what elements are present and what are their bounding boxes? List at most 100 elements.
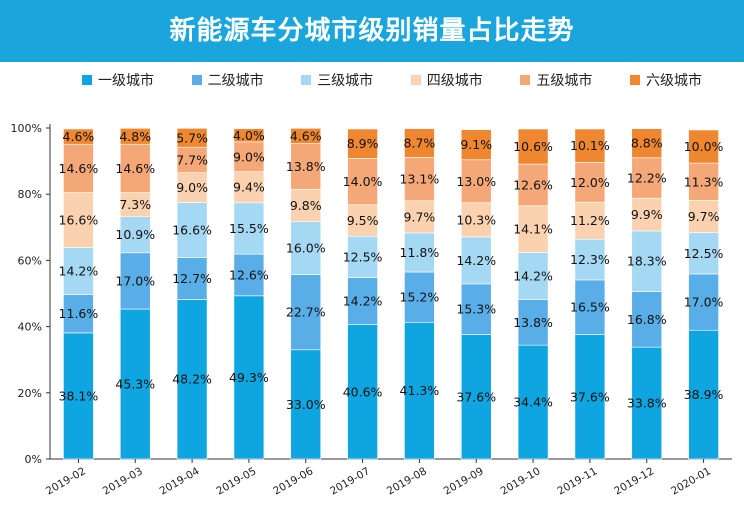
bar-segment	[631, 128, 663, 159]
data-label: 14.2%	[513, 268, 553, 283]
data-label: 11.6%	[59, 306, 99, 321]
data-label: 22.7%	[286, 305, 326, 320]
data-label: 12.6%	[229, 267, 269, 282]
bar-segment	[631, 197, 663, 232]
legend-label: 五级城市	[536, 73, 593, 89]
bar-segment	[176, 202, 208, 258]
legend-label: 三级城市	[317, 73, 374, 89]
bar-segment	[63, 143, 94, 193]
data-label: 12.5%	[343, 249, 383, 264]
data-label: 15.5%	[229, 221, 269, 236]
data-label: 9.7%	[688, 209, 720, 224]
bar-segment	[631, 230, 663, 292]
data-label: 14.0%	[343, 174, 383, 189]
x-tick-label: 2019-11	[555, 465, 599, 497]
bar-segment	[460, 236, 492, 285]
data-label: 34.4%	[513, 395, 553, 410]
legend-label: 一级城市	[98, 73, 154, 89]
data-label: 49.3%	[229, 370, 269, 385]
bar-segment	[233, 128, 265, 143]
bar-segment	[517, 128, 549, 165]
bar-segment	[631, 291, 663, 348]
data-label: 12.3%	[570, 252, 610, 267]
title-banner	[0, 0, 744, 62]
data-label: 16.6%	[172, 222, 212, 237]
data-label: 7.3%	[119, 197, 151, 212]
data-label: 7.7%	[176, 152, 208, 167]
y-tick-label: 20%	[18, 387, 42, 400]
legend: 一级城市 二级城市 三级城市 四级城市 五级城市 六级城市	[82, 66, 702, 94]
bar-segment	[63, 128, 94, 145]
data-label: 4.0%	[233, 128, 265, 143]
data-label: 10.1%	[570, 138, 610, 153]
data-label: 16.8%	[627, 312, 667, 327]
x-tick-label: 2019-09	[442, 465, 486, 497]
data-label: 37.6%	[570, 389, 610, 404]
bar-segment	[460, 159, 492, 204]
bar-segment	[347, 204, 378, 237]
legend-label: 六级城市	[645, 73, 702, 89]
legend-swatch	[629, 75, 640, 85]
bar-segment	[347, 128, 378, 159]
bar-segment	[574, 201, 606, 240]
bar-segment	[233, 141, 265, 172]
data-label: 14.2%	[59, 263, 99, 278]
data-label: 9.7%	[404, 209, 436, 224]
data-label: 37.6%	[456, 389, 496, 404]
legend-item: 一级城市	[82, 70, 154, 90]
data-label: 4.6%	[290, 128, 322, 143]
x-tick-label: 2019-10	[499, 465, 543, 497]
data-label: 15.3%	[456, 302, 496, 317]
bar-segment	[404, 321, 435, 460]
x-tick-label: 2019-06	[271, 465, 315, 497]
bar-segment	[290, 274, 322, 351]
data-label: 12.5%	[684, 246, 724, 261]
bar-segment	[347, 235, 378, 278]
bar-segment	[574, 128, 606, 163]
data-label: 4.8%	[119, 129, 151, 144]
legend-swatch	[520, 75, 531, 85]
bar-segment	[688, 129, 719, 164]
bar-segment	[404, 128, 435, 158]
data-label: 13.8%	[513, 315, 553, 330]
bar-segment	[290, 143, 322, 190]
bar-segment	[460, 202, 492, 238]
x-tick-label: 2019-05	[214, 465, 258, 497]
data-label: 8.9%	[347, 136, 379, 151]
data-label: 8.7%	[404, 136, 436, 151]
data-label: 13.8%	[286, 159, 326, 174]
data-label: 5.7%	[176, 130, 208, 145]
legend-swatch	[82, 75, 92, 85]
data-label: 9.0%	[233, 149, 265, 164]
bar-segment	[460, 129, 492, 161]
data-label: 13.0%	[456, 174, 496, 189]
bar-segment	[63, 192, 94, 248]
bar-segment	[176, 128, 208, 148]
data-label: 14.2%	[343, 294, 383, 309]
bar-segment	[63, 332, 94, 460]
data-label: 17.0%	[684, 295, 724, 310]
bar-segment	[119, 128, 151, 145]
bar-segment	[404, 200, 435, 234]
data-label: 12.0%	[570, 175, 610, 190]
legend-label: 四级城市	[426, 73, 483, 89]
data-label: 13.1%	[400, 172, 440, 187]
legend-swatch	[410, 75, 421, 85]
y-tick-label: 40%	[18, 321, 42, 334]
data-label: 9.4%	[233, 180, 265, 195]
bar-segment	[119, 143, 151, 193]
data-label: 16.0%	[286, 241, 326, 256]
data-label: 11.3%	[684, 174, 724, 189]
data-label: 38.9%	[684, 387, 724, 402]
bar-segment	[290, 349, 322, 460]
y-tick-label: 60%	[18, 254, 42, 267]
data-label: 4.6%	[63, 129, 95, 144]
bar-segment	[176, 257, 208, 300]
data-label: 41.3%	[400, 383, 440, 398]
y-tick-label: 100%	[11, 122, 42, 135]
legend-swatch	[191, 75, 202, 85]
bar-segment	[460, 283, 492, 335]
x-tick-label: 2019-04	[158, 465, 202, 497]
chart-title: 新能源车分城市级别销量占比走势	[169, 16, 575, 46]
legend-item: 六级城市	[629, 70, 702, 90]
